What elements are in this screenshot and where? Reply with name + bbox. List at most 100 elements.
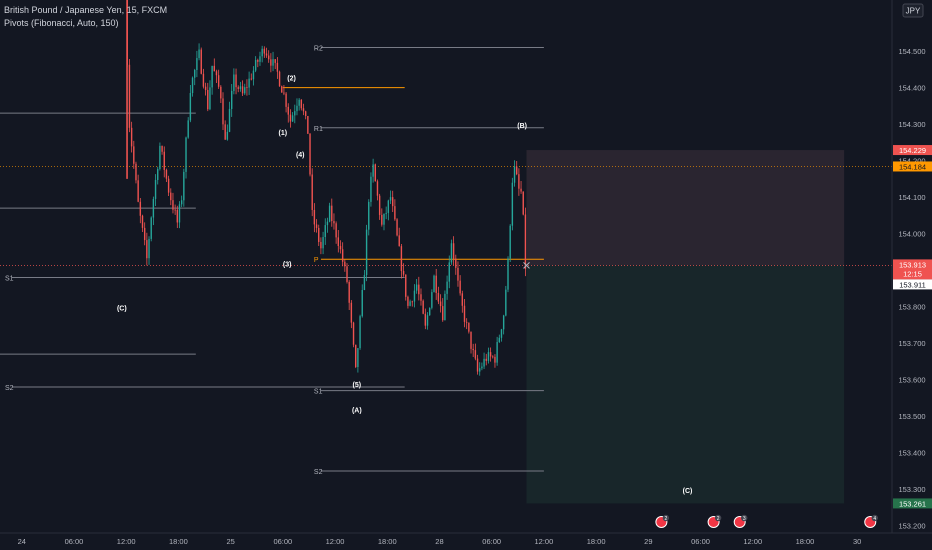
time-tick-label: 18:00 — [796, 537, 815, 546]
candle-down — [355, 344, 357, 367]
candle-down — [489, 352, 492, 357]
candle-up — [415, 284, 418, 291]
candle-up — [209, 87, 211, 110]
current-price-badge — [893, 259, 932, 280]
price-tick-label: 153.600 — [898, 376, 925, 385]
candle-up — [150, 217, 152, 239]
candle-down — [381, 214, 383, 225]
candle-down — [348, 281, 350, 303]
wave-label: (C) — [683, 488, 693, 495]
event-marker[interactable]: 4 — [864, 514, 878, 528]
time-tick-label: 06:00 — [482, 537, 501, 546]
pivot-label-s2: S2 — [314, 469, 323, 476]
candle-down — [439, 301, 442, 307]
candle-down — [220, 86, 222, 99]
candle-down — [492, 356, 494, 358]
currency-button-label: JPY — [906, 7, 921, 16]
candle-up — [507, 258, 509, 290]
candle-down — [135, 163, 137, 181]
wave-label: (4) — [296, 152, 305, 159]
candle-up — [509, 225, 511, 259]
candle-down — [442, 306, 444, 321]
candle-down — [224, 124, 226, 140]
candle-down — [318, 227, 320, 242]
target-zone — [526, 265, 845, 504]
candle-down — [463, 305, 466, 322]
candle-up — [428, 307, 431, 316]
candle-down — [130, 127, 133, 147]
candle-down — [394, 206, 396, 220]
candle-down — [459, 280, 461, 294]
candle-down — [307, 115, 309, 134]
candle-down — [494, 356, 496, 363]
wave-label: (C) — [117, 305, 127, 312]
price-axis[interactable]: 154.500 154.400 154.300 154.200 154.100 154.0… — [891, 0, 932, 533]
candle-down — [485, 358, 487, 361]
candle-up — [254, 60, 257, 71]
candle-down — [222, 98, 224, 125]
candle-down — [143, 227, 146, 241]
candles — [126, 0, 527, 376]
candle-up — [383, 213, 385, 225]
candle-down — [235, 74, 237, 88]
candle-up — [513, 166, 516, 183]
time-tick-label: 06:00 — [691, 537, 710, 546]
candle-down — [422, 300, 424, 314]
candle-up — [322, 237, 324, 249]
event-marker[interactable]: 2 — [707, 514, 722, 528]
candle-down — [257, 60, 259, 62]
time-tick-label: 18:00 — [378, 537, 397, 546]
candle-up — [413, 290, 416, 302]
price-tick-label: 154.000 — [898, 230, 925, 239]
candle-down — [313, 209, 316, 225]
candle-up — [444, 293, 446, 321]
candle-down — [405, 274, 407, 297]
candle-down — [176, 209, 179, 223]
candle-up — [409, 301, 411, 306]
candle-up — [194, 70, 196, 78]
event-markers[interactable]: 2 2 3 4 — [655, 514, 878, 528]
candle-down — [161, 145, 163, 152]
time-axis[interactable]: 24 06:00 12:00 18:00 25 06:00 12:00 18:00 28 06:0… — [0, 532, 932, 550]
symbol-title[interactable]: British Pound / Japanese Yen, 15, FXCM — [4, 5, 168, 15]
candle-down — [165, 169, 168, 179]
currency-button[interactable]: JPY — [902, 3, 924, 18]
candle-up — [294, 111, 296, 116]
indicator-title[interactable]: Pivots (Fibonacci, Auto, 150) — [4, 18, 119, 28]
candle-down — [309, 133, 311, 175]
candle-up — [481, 366, 483, 369]
candle-up — [252, 70, 255, 80]
position-zones[interactable] — [526, 150, 845, 504]
time-tick-label: 29 — [644, 537, 652, 546]
candle-down — [407, 296, 409, 306]
candle-down — [437, 292, 440, 302]
wave-label: (1) — [279, 130, 288, 137]
candle-down — [418, 284, 420, 295]
candle-down — [265, 53, 268, 56]
candle-up — [487, 352, 490, 361]
time-tick-label: 12:00 — [326, 537, 345, 546]
candle-up — [187, 120, 189, 138]
candle-down — [167, 178, 170, 193]
candle-down — [237, 87, 239, 89]
pivot-label-s1: S1 — [314, 389, 323, 396]
event-marker[interactable]: 3 — [733, 514, 748, 528]
candle-up — [196, 58, 198, 71]
candle-down — [283, 92, 285, 94]
candle-down — [352, 322, 355, 345]
candle-down — [304, 111, 307, 116]
candle-up — [450, 243, 453, 263]
candle-down — [204, 86, 207, 91]
candle-up — [152, 198, 155, 218]
candle-down — [267, 55, 270, 60]
candle-down — [520, 188, 522, 192]
price-tick-label: 154.300 — [898, 120, 925, 129]
candle-down — [250, 78, 252, 80]
candle-down — [516, 166, 518, 175]
candle-up — [363, 275, 366, 290]
candle-down — [335, 223, 337, 238]
event-marker[interactable]: 2 — [655, 514, 670, 528]
candle-down — [522, 191, 524, 215]
candle-up — [228, 108, 231, 132]
